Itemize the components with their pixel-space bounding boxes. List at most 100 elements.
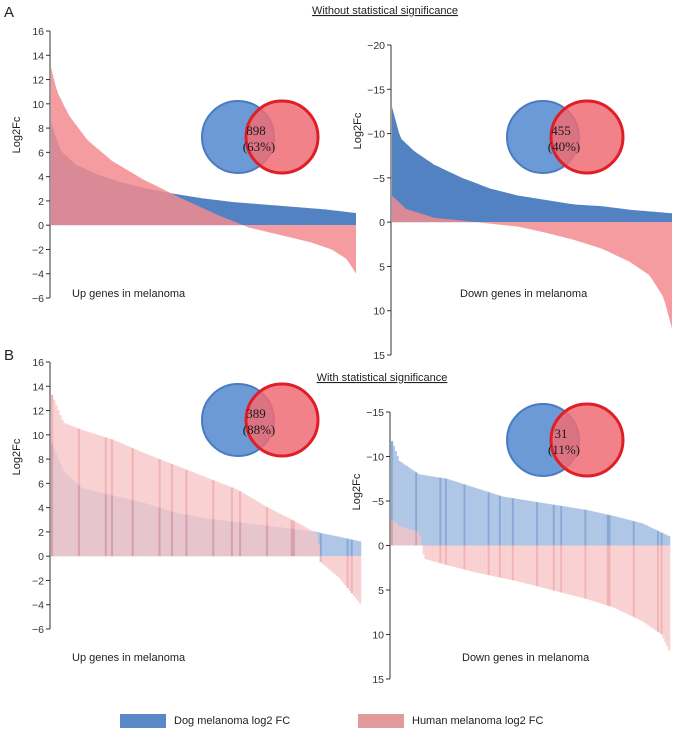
dog-bar [558,505,561,546]
dog-bar [606,514,609,546]
venn-overlap-count: 455 [551,123,571,138]
dog-bar [575,508,578,546]
human-bar [288,518,292,557]
human-bar [623,545,626,613]
human-bar [307,528,310,557]
human-bar [418,536,422,546]
human-bar [332,556,335,573]
human-bar [57,410,60,557]
dog-bar [623,518,626,546]
human-bar [86,431,89,557]
venn-diagram: 898(63%) [201,99,320,175]
dog-bar [588,510,591,546]
human-bar [315,533,318,557]
dog-bar [586,510,589,546]
y-tick-label: 15 [373,350,385,362]
human-bar [265,507,269,557]
human-bar [133,449,137,557]
human-bar [627,545,630,615]
y-axis-label: Log2Fc [351,473,363,510]
human-bar [84,430,87,557]
human-bar [292,520,296,557]
human-bar [491,545,494,576]
human-bar [391,519,394,546]
human-bar [439,545,442,564]
dog-bar [340,537,343,557]
dog-bar [461,483,464,546]
dog-bar [354,540,358,557]
dog-bar [409,468,412,546]
human-bar [170,463,174,557]
human-bar [526,545,529,584]
human-bar [446,545,449,566]
dog-bar [484,490,487,546]
human-bar [577,545,580,597]
dog-bar [541,502,544,546]
dog-bar [482,490,485,546]
human-bar [137,450,141,557]
human-bar [588,545,591,600]
human-bar [394,522,397,546]
human-bar [668,545,671,651]
human-bar [121,443,124,557]
dog-bar [502,496,505,546]
venn-overlap-percent: (63%) [243,139,276,154]
dog-bar [356,540,360,557]
dog-bar [643,524,647,546]
human-bar [201,476,205,557]
dog-bar [565,506,568,546]
human-bar [543,545,546,589]
human-bar [276,512,279,557]
human-bar [342,556,345,584]
human-bar [441,545,444,564]
human-bar [197,474,201,557]
human-bar [92,433,95,557]
human-bar [567,545,570,595]
dog-bar [400,462,403,546]
dog-bar [536,502,539,546]
human-bar [98,435,101,557]
human-bar [612,545,615,608]
human-bar [664,545,667,643]
human-bar [286,517,289,557]
human-bar [352,556,356,596]
dog-bar [391,441,394,546]
dog-bar [649,527,652,546]
human-bar [327,556,331,570]
dog-bar [532,501,535,546]
human-bar [63,423,66,557]
human-bar [79,429,83,557]
human-bar [398,525,401,546]
dog-bar [537,502,541,546]
dog-bar [350,539,354,557]
human-bar [556,545,559,592]
human-bar [193,472,196,557]
human-bar [123,444,126,557]
venn-overlap-count: 31 [555,426,568,441]
venn-overlap-count: 898 [246,123,266,138]
dog-bar [336,536,339,557]
dog-bar [591,511,595,546]
human-bar [407,528,410,546]
dog-bar [584,509,587,546]
dog-bar [621,518,624,546]
human-bar [354,556,358,599]
dog-bar [573,507,576,546]
dog-bar [580,509,583,546]
human-bar [448,545,451,566]
human-bar [75,427,79,557]
human-bar [129,447,132,557]
human-bar [158,459,161,557]
dog-bar [645,525,648,546]
human-bar [65,423,68,557]
human-bar [586,545,589,600]
dog-bar [444,478,448,546]
human-bar [517,545,520,582]
dog-bar [625,519,628,546]
dog-bar [402,463,405,546]
y-tick-label: 0 [38,220,44,232]
dog-bar [325,534,329,557]
human-bar [590,545,593,601]
human-bar [257,502,261,557]
human-bar [230,487,234,557]
